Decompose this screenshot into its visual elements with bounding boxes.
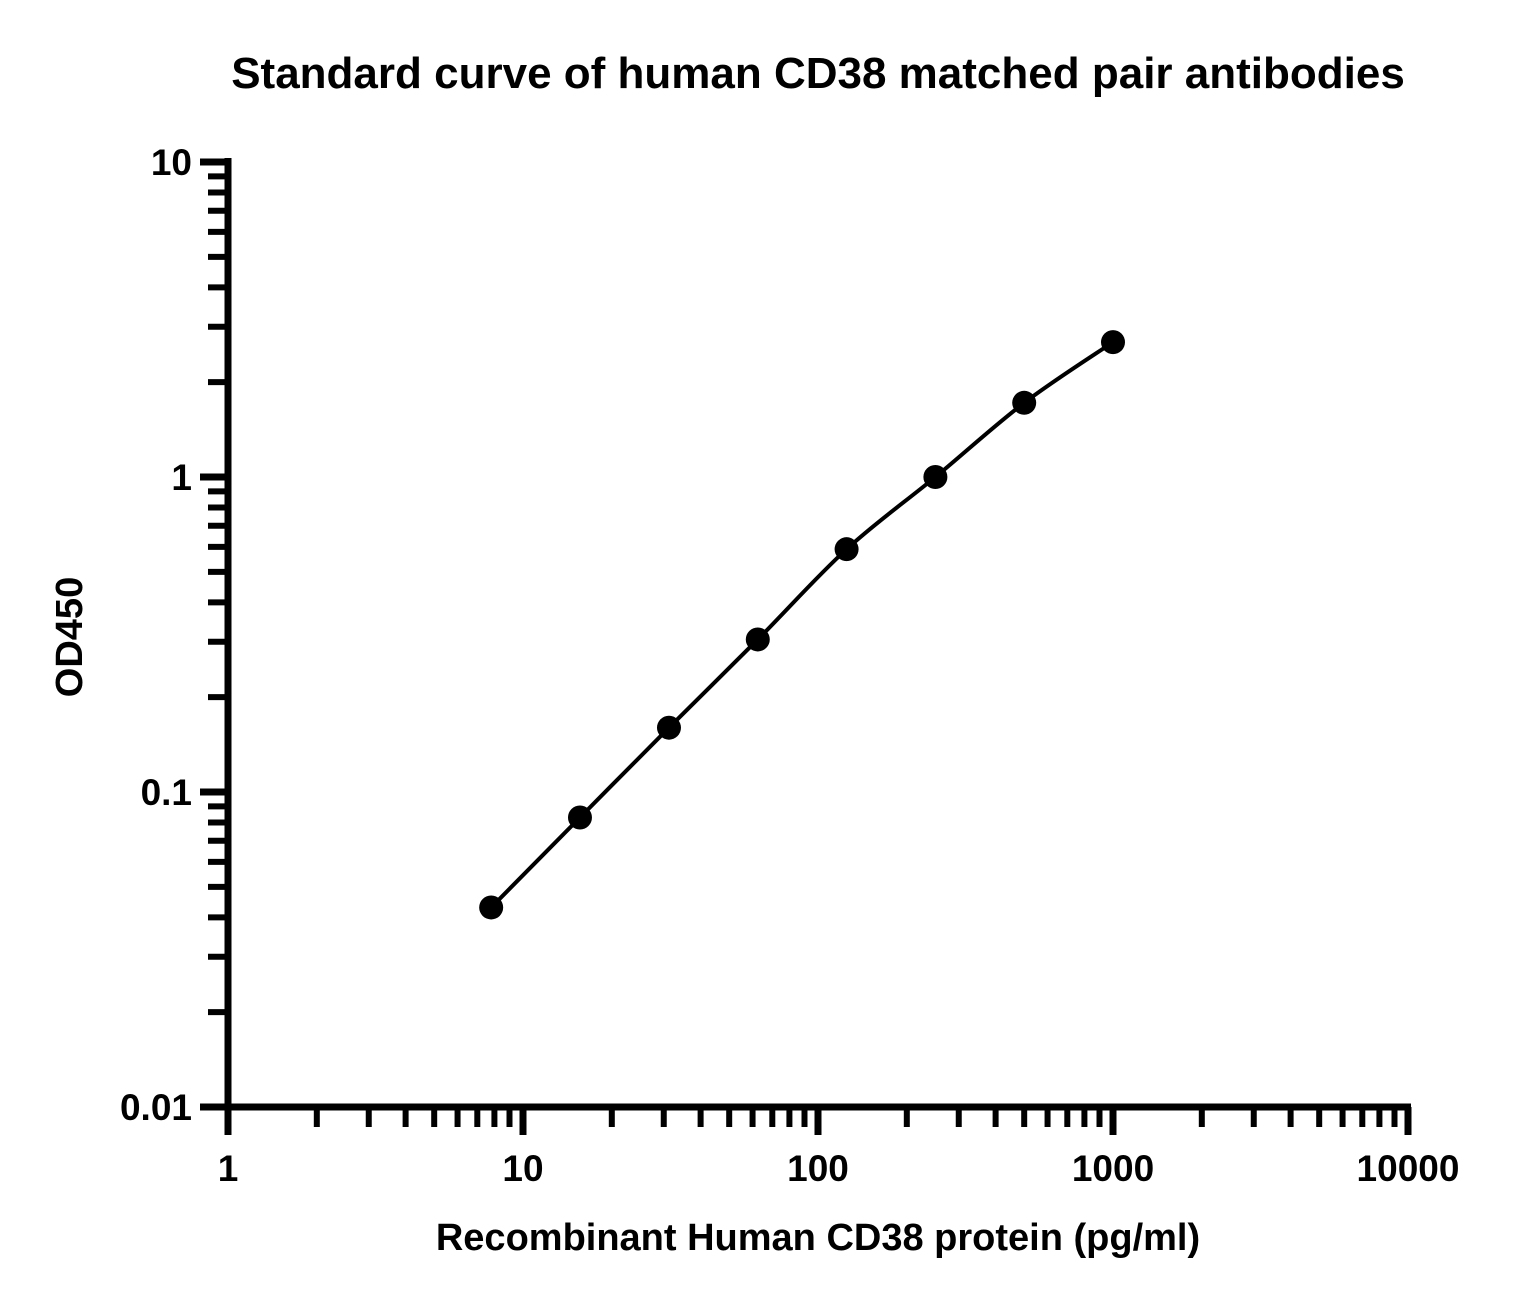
data-point [1012, 390, 1037, 415]
data-point [745, 627, 770, 652]
y-tick-label: 0.01 [120, 1087, 192, 1128]
x-tick-label: 1 [218, 1148, 239, 1189]
y-tick-label: 1 [171, 457, 192, 498]
y-tick-label: 10 [151, 142, 192, 183]
data-point [1101, 330, 1125, 355]
x-axis-label: Recombinant Human CD38 protein (pg/ml) [436, 1217, 1200, 1259]
data-point [479, 895, 504, 920]
data-point [567, 805, 592, 830]
x-tick-label: 1000 [1072, 1148, 1154, 1189]
y-tick-label: 0.1 [141, 772, 192, 813]
data-points-layer [479, 330, 1125, 920]
y-axis-label: OD450 [49, 577, 91, 697]
chart-title: Standard curve of human CD38 matched pai… [231, 49, 1405, 98]
data-point [834, 537, 859, 562]
data-point [656, 715, 681, 740]
x-tick-label: 10000 [1357, 1148, 1460, 1189]
axes: 0.01 0.1 1 10 1 10 100 1000 10000 [120, 142, 1459, 1189]
x-tick-label: 10 [502, 1148, 543, 1189]
x-tick-label: 100 [787, 1148, 849, 1189]
data-point [923, 465, 948, 489]
